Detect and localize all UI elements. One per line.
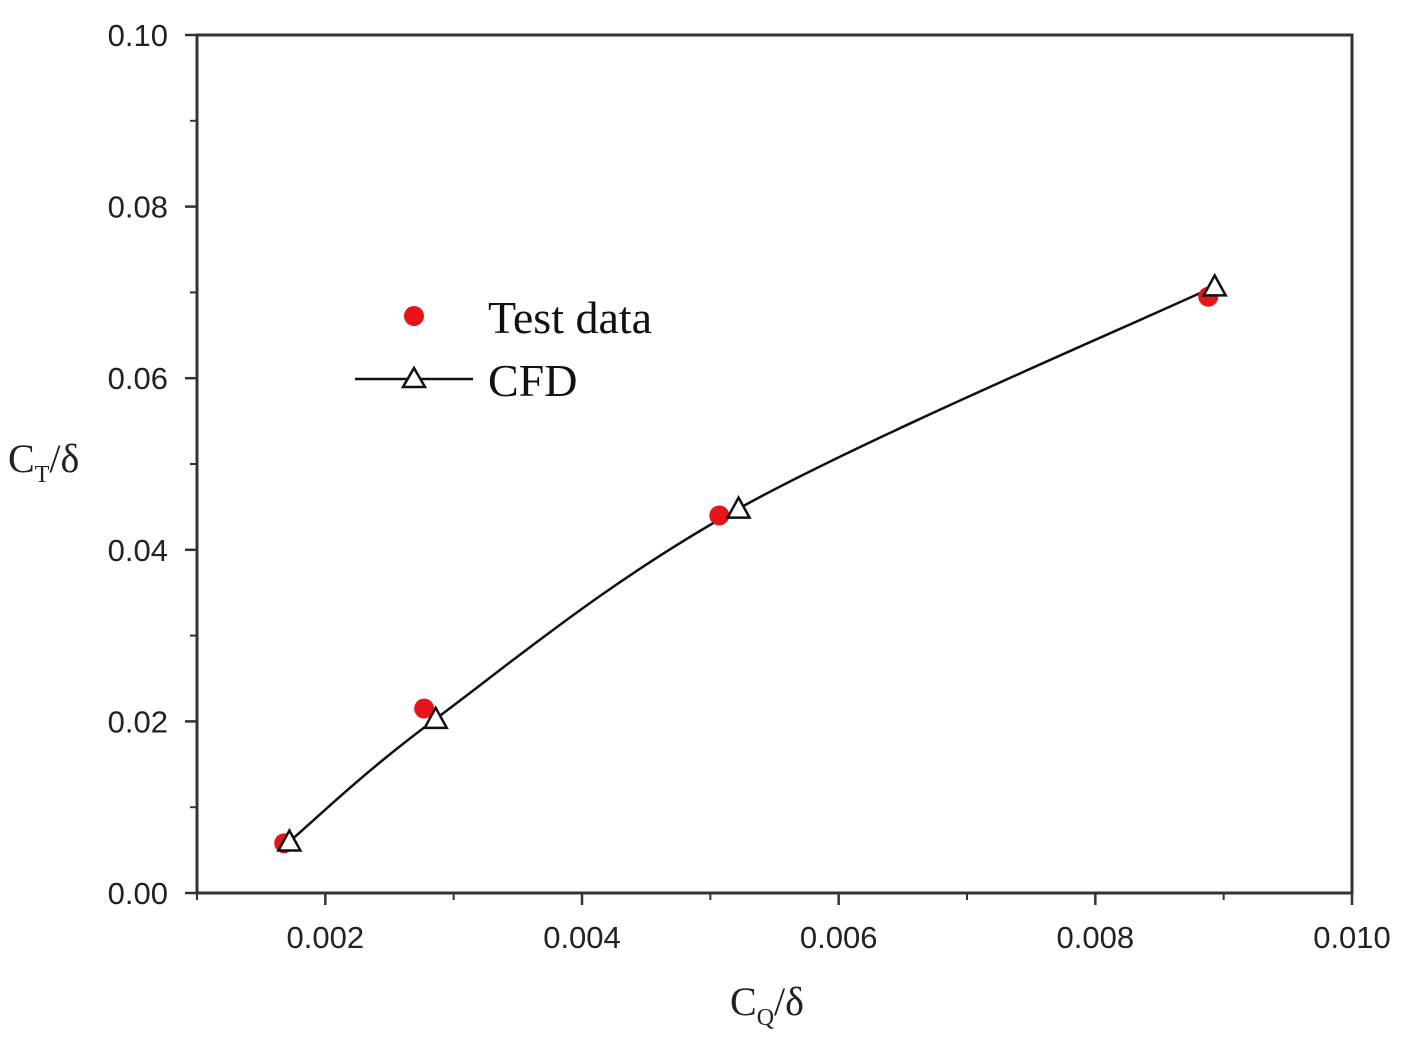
cfd-point <box>1201 272 1228 297</box>
x-tick-label: 0.008 <box>1057 920 1135 955</box>
legend-marker-cfd <box>400 365 428 389</box>
y-tick-label: 0.06 <box>108 361 168 396</box>
plot-area-border <box>195 33 1354 895</box>
legend-label-test-data: Test data <box>488 292 652 343</box>
x-tick-label: 0.004 <box>543 920 621 955</box>
y-axis-title: CT/δ <box>8 436 79 488</box>
legend-label-cfd: CFD <box>488 355 577 406</box>
x-axis-title: CQ/δ <box>730 979 804 1031</box>
plot-frame <box>195 33 1354 895</box>
y-axis-ticks: 0.00 0.02 0.04 0.06 0.08 0.10 <box>108 18 197 911</box>
test-data-point <box>709 505 730 526</box>
y-tick-label: 0.08 <box>108 190 168 225</box>
y-tick-label: 0.00 <box>108 876 168 911</box>
legend: Test data CFD <box>355 292 652 406</box>
x-axis-ticks: 0.002 0.004 0.006 0.008 0.010 <box>196 893 1391 955</box>
cfd-point <box>276 827 303 852</box>
test-data-point <box>414 698 435 719</box>
y-tick-label: 0.10 <box>108 18 168 53</box>
x-tick-label: 0.002 <box>287 920 365 955</box>
y-tick-label: 0.02 <box>108 704 168 739</box>
series-layer <box>274 272 1228 854</box>
x-tick-label: 0.006 <box>800 920 878 955</box>
legend-marker-test-data <box>404 306 424 326</box>
cfd-point <box>422 705 449 730</box>
cfd-point <box>725 495 752 519</box>
y-tick-label: 0.04 <box>108 533 168 568</box>
cfd-line <box>288 285 1216 843</box>
x-tick-label: 0.010 <box>1313 920 1391 955</box>
